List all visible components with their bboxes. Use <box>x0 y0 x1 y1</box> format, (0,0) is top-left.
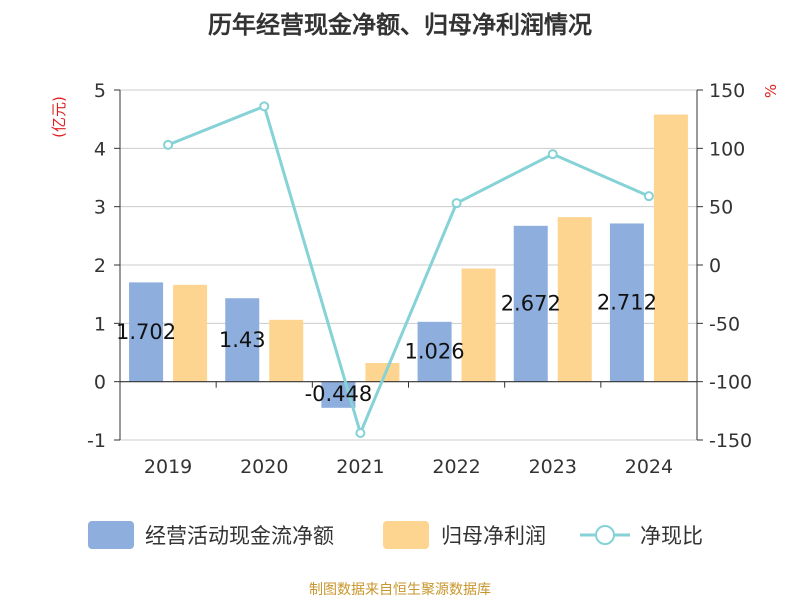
x-axis-tick-label: 2021 <box>336 456 384 478</box>
x-axis-tick-label: 2023 <box>529 456 577 478</box>
left-axis-tick-label: -1 <box>87 430 106 452</box>
bar-net-profit <box>365 363 400 382</box>
x-axis-tick-label: 2024 <box>625 456 673 478</box>
right-axis-tick-label: 50 <box>709 197 733 219</box>
left-axis-tick-label: 3 <box>94 197 106 219</box>
left-axis-unit: (亿元) <box>50 96 68 138</box>
bar-cash-flow <box>129 282 164 382</box>
bar-net-profit <box>557 217 592 382</box>
right-axis-tick-label: -150 <box>709 430 752 452</box>
legend-swatch-net-profit[interactable] <box>383 521 429 549</box>
chart-title: 历年经营现金净额、归母净利润情况 <box>208 11 592 39</box>
bar-cash-flow <box>513 225 548 382</box>
line-point-cash-ratio <box>355 428 366 438</box>
line-cash-ratio <box>167 104 650 435</box>
left-axis-tick-label: 4 <box>94 138 106 160</box>
right-axis-tick-label: 150 <box>709 80 745 102</box>
bar-net-profit <box>173 284 208 382</box>
bar-data-label: 2.712 <box>597 291 657 315</box>
line-point-cash-ratio <box>259 101 270 112</box>
bar-cash-flow <box>225 298 260 382</box>
x-axis-tick-label: 2022 <box>432 456 480 478</box>
legend-swatch-cash-flow[interactable] <box>88 521 134 549</box>
line-point-cash-ratio <box>451 198 462 209</box>
bar-cash-flow <box>609 223 644 382</box>
data-source: 制图数据来自恒生聚源数据库 <box>309 582 491 598</box>
line-point-cash-ratio <box>643 191 654 202</box>
bar-data-label: 1.702 <box>116 320 176 344</box>
line-point-cash-ratio <box>163 139 174 150</box>
right-axis-tick-label: 100 <box>709 138 745 160</box>
left-axis-tick-label: 2 <box>94 255 106 277</box>
bar-cash-flow <box>417 321 452 382</box>
legend-swatch-cash-ratio-marker[interactable] <box>595 525 615 545</box>
right-axis-tick-label: -100 <box>709 372 752 394</box>
legend-label-net-profit[interactable]: 归母净利润 <box>441 524 546 548</box>
bar-data-label: 1.026 <box>405 340 465 364</box>
left-axis-tick-label: 5 <box>94 80 106 102</box>
legend-label-cash-flow[interactable]: 经营活动现金流净额 <box>145 524 334 548</box>
x-axis-tick-label: 2020 <box>240 456 288 478</box>
bar-net-profit <box>269 319 304 382</box>
bar-net-profit <box>653 114 688 382</box>
left-axis-tick-label: 1 <box>94 313 106 335</box>
bar-data-label: 2.672 <box>501 292 561 316</box>
right-axis-unit: % <box>762 84 780 98</box>
right-axis-tick-label: 0 <box>709 255 721 277</box>
bar-data-label: 1.43 <box>219 328 266 352</box>
bar-net-profit <box>461 268 496 382</box>
line-point-cash-ratio <box>547 149 558 160</box>
left-axis-tick-label: 0 <box>94 372 106 394</box>
right-axis-tick-label: -50 <box>709 313 740 335</box>
legend-label-cash-ratio[interactable]: 净现比 <box>640 524 703 548</box>
bar-data-label: -0.448 <box>305 382 373 406</box>
x-axis-tick-label: 2019 <box>144 456 192 478</box>
